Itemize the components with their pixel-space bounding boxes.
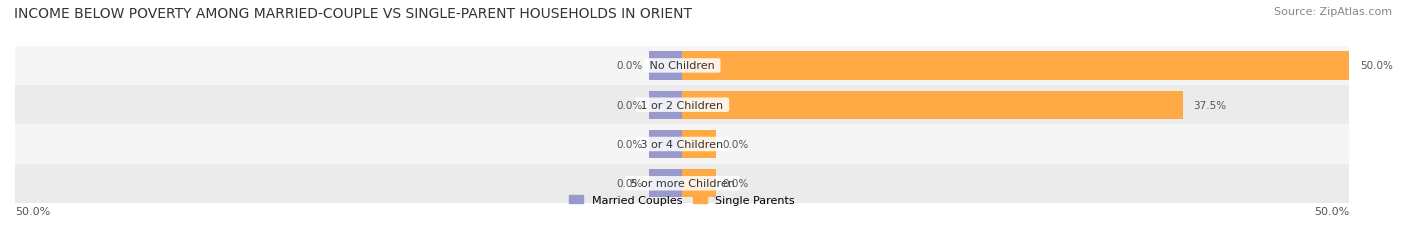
Text: 0.0%: 0.0% (616, 61, 643, 71)
Bar (648, 52, 682, 80)
Text: 5 or more Children: 5 or more Children (627, 179, 738, 188)
Bar (648, 91, 682, 119)
Bar (682, 169, 716, 198)
Text: 50.0%: 50.0% (1315, 206, 1350, 216)
Text: 1 or 2 Children: 1 or 2 Children (637, 100, 727, 110)
Text: No Children: No Children (647, 61, 718, 71)
Text: 0.0%: 0.0% (616, 179, 643, 188)
Text: 0.0%: 0.0% (723, 179, 748, 188)
Bar (648, 130, 682, 158)
Bar (15, 125, 1350, 164)
Bar (682, 130, 716, 158)
Text: Source: ZipAtlas.com: Source: ZipAtlas.com (1274, 7, 1392, 17)
Text: 0.0%: 0.0% (616, 100, 643, 110)
Text: 3 or 4 Children: 3 or 4 Children (637, 139, 727, 149)
Bar (648, 169, 682, 198)
Bar (682, 91, 1182, 119)
Text: 37.5%: 37.5% (1194, 100, 1226, 110)
Text: 0.0%: 0.0% (616, 139, 643, 149)
Bar (15, 86, 1350, 125)
Bar (682, 52, 1350, 80)
Text: INCOME BELOW POVERTY AMONG MARRIED-COUPLE VS SINGLE-PARENT HOUSEHOLDS IN ORIENT: INCOME BELOW POVERTY AMONG MARRIED-COUPL… (14, 7, 692, 21)
Legend: Married Couples, Single Parents: Married Couples, Single Parents (565, 191, 800, 210)
Text: 50.0%: 50.0% (15, 206, 51, 216)
Text: 50.0%: 50.0% (1360, 61, 1393, 71)
Bar (15, 47, 1350, 86)
Text: 0.0%: 0.0% (723, 139, 748, 149)
Bar (15, 164, 1350, 203)
